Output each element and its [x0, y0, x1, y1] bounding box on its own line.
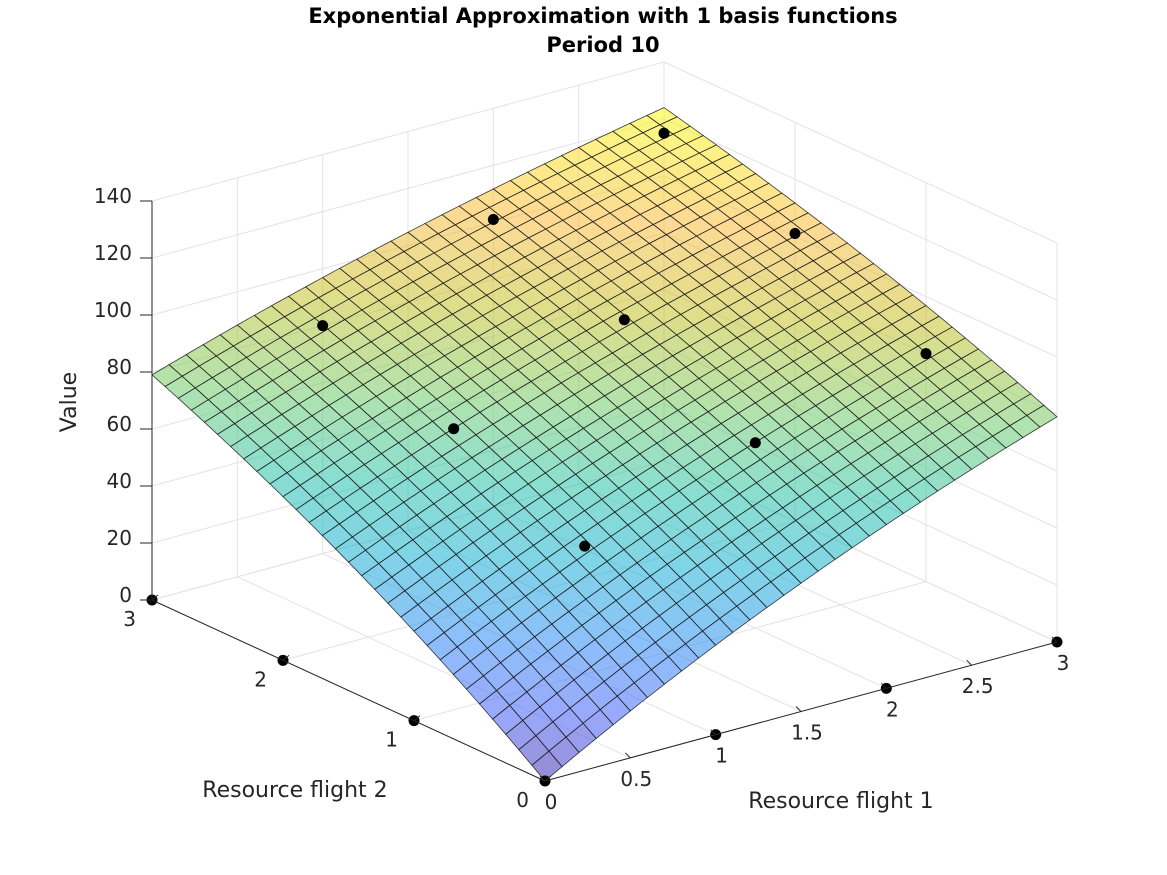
y-tick — [544, 775, 552, 782]
surface-face — [531, 750, 563, 782]
x-tick — [795, 706, 802, 712]
x-tick-label: 1 — [715, 744, 728, 768]
data-point — [658, 127, 670, 139]
grid-line — [151, 118, 665, 259]
z-tick-label: 20 — [107, 526, 132, 550]
y-axis-line — [151, 599, 546, 782]
z-tick-label: 120 — [94, 241, 132, 265]
y-tick-label: 0 — [516, 788, 529, 812]
y-tick — [151, 594, 159, 601]
y-tick-label: 1 — [385, 728, 398, 752]
x-tick-label: 3 — [1057, 651, 1070, 675]
x-tick — [880, 682, 887, 689]
surface-mesh — [151, 107, 1058, 782]
x-tick — [710, 729, 717, 736]
data-point — [749, 437, 761, 449]
data-point — [579, 540, 591, 552]
z-tick-label: 140 — [94, 184, 132, 208]
z-tick-label: 60 — [107, 412, 132, 436]
z-tick-label: 80 — [107, 355, 132, 379]
y-tick — [413, 715, 421, 722]
x-tick — [624, 752, 631, 759]
y-tick — [282, 654, 290, 661]
data-point — [789, 227, 801, 239]
chart-subtitle: Period 10 — [546, 33, 659, 57]
y-tick-label: 2 — [254, 667, 267, 691]
x-tick — [539, 775, 546, 782]
grid-line — [663, 61, 1058, 244]
data-point — [487, 213, 499, 225]
x-axis-label: Resource flight 1 — [748, 789, 933, 814]
z-tick-label: 40 — [107, 469, 132, 493]
grid-line — [151, 61, 665, 202]
x-tick-label: 0.5 — [620, 767, 652, 791]
grid-line — [663, 118, 1058, 301]
x-tick-label: 1.5 — [791, 721, 823, 745]
y-tick-label: 3 — [123, 607, 136, 631]
z-tick-label: 0 — [119, 583, 132, 607]
x-tick-label: 2.5 — [962, 674, 994, 698]
x-tick — [966, 659, 973, 666]
data-point — [618, 314, 630, 326]
z-tick-label: 100 — [94, 298, 132, 322]
data-point — [448, 423, 460, 435]
y-axis-label: Resource flight 2 — [202, 778, 387, 803]
x-tick-label: 0 — [545, 790, 558, 814]
data-point — [920, 348, 932, 360]
x-tick-label: 2 — [886, 697, 899, 721]
axes-lines — [140, 200, 1058, 782]
chart-title: Exponential Approximation with 1 basis f… — [308, 4, 897, 28]
x-tick — [1051, 636, 1058, 643]
data-point — [317, 320, 329, 332]
z-axis-label: Value — [57, 372, 82, 432]
